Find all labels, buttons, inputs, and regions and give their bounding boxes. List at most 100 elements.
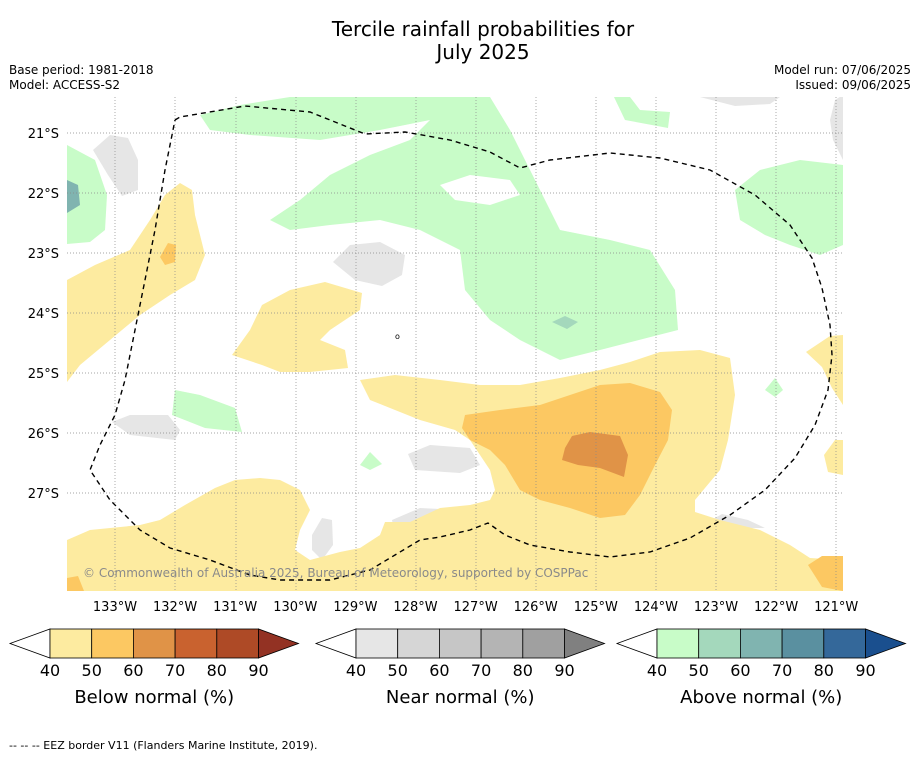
- lon-label: 132°W: [153, 600, 197, 615]
- lon-label: 124°W: [634, 600, 678, 615]
- near-normal-central: [333, 242, 405, 286]
- colorbar-segment: [355, 628, 399, 659]
- lon-label: 126°W: [514, 600, 558, 615]
- copyright-text: © Commonwealth of Australia 2025, Bureau…: [83, 566, 588, 580]
- gridlines: [67, 97, 843, 591]
- title-line-1: Tercile rainfall probabilities for: [331, 17, 635, 41]
- lon-label: 127°W: [454, 600, 498, 615]
- below-normal-50-sw: [67, 576, 84, 591]
- model-run: Model run: 07/06/2025: [773, 63, 911, 77]
- map-artifact: o: [395, 332, 400, 341]
- lon-label: 123°W: [694, 600, 738, 615]
- header-right: Model run: 07/06/2025 Issued: 09/06/2025: [774, 63, 911, 93]
- colorbar-under-triangle: [615, 628, 658, 659]
- lon-label: 129°W: [333, 600, 377, 615]
- colorbar-segment: [174, 628, 218, 659]
- base-period: Base period: 1981-2018: [9, 63, 154, 77]
- colorbar-segment: [480, 628, 524, 659]
- title-line-2: July 2025: [436, 40, 530, 64]
- dry-gap: [440, 175, 520, 205]
- colorbar-segment: [397, 628, 440, 659]
- colorbar-tick: 70: [471, 661, 491, 680]
- above-normal-region-west: [67, 145, 107, 244]
- above-normal-spot-east: [765, 378, 783, 397]
- colorbar-over-triangle: [258, 628, 300, 659]
- near-normal-nw: [93, 135, 138, 196]
- above-normal-region-sw: [172, 390, 242, 432]
- below-normal-west: [67, 183, 205, 382]
- colorbar-tick: 80: [814, 661, 834, 680]
- below-normal-east-small: [824, 440, 843, 475]
- colorbar-over-triangle: [865, 628, 907, 659]
- colorbar-tick: 50: [689, 661, 709, 680]
- above-normal-region-ne: [614, 97, 670, 128]
- colorbar-segment: [656, 628, 700, 659]
- colorbar-tick: 60: [123, 661, 143, 680]
- issued-date: Issued: 09/06/2025: [795, 78, 911, 92]
- map-title: Tercile rainfall probabilities for July …: [0, 18, 919, 64]
- colorbar-label: Below normal (%): [74, 687, 234, 708]
- above-normal-region-east: [735, 160, 843, 255]
- below-normal-west-50: [160, 243, 176, 265]
- above-normal-50-central: [552, 316, 578, 329]
- latitude-labels: 21°S 22°S 23°S 24°S 25°S 26°S 27°S: [28, 127, 59, 502]
- colorbar-segment: [740, 628, 783, 659]
- colorbar-segment: [216, 628, 259, 659]
- colorbar: 40 50 60 70 80 90 Near normal (%): [314, 628, 606, 708]
- lat-label: 22°S: [28, 187, 59, 202]
- colorbar-tick: 70: [165, 661, 185, 680]
- colorbar-tick: 50: [388, 661, 408, 680]
- colorbar-tick: 40: [346, 661, 366, 680]
- near-normal-top-right: [700, 97, 780, 106]
- longitude-labels: 133°W 132°W 131°W 130°W 129°W 128°W 127°W 126°W…: [93, 600, 859, 615]
- colorbar-segment: [781, 628, 825, 659]
- near-normal-sw: [112, 415, 180, 440]
- colorbar-tick: 80: [207, 661, 227, 680]
- lon-label: 130°W: [273, 600, 317, 615]
- below-normal-60-center: [562, 432, 628, 477]
- near-normal-south-left: [312, 518, 333, 560]
- colorbar-tick: 90: [554, 661, 574, 680]
- below-normal-central: [232, 282, 362, 372]
- near-normal-mid: [408, 445, 480, 473]
- lon-label: 131°W: [213, 600, 257, 615]
- colorbar-segment: [522, 628, 565, 659]
- lat-label: 21°S: [28, 127, 59, 142]
- colorbar-segment: [823, 628, 866, 659]
- colorbar-under-triangle: [8, 628, 51, 659]
- probability-field: o: [67, 97, 843, 591]
- eez-footnote: -- -- -- EEZ border V11 (Flanders Marine…: [9, 739, 318, 752]
- lon-label: 122°W: [754, 600, 798, 615]
- near-normal-east-edge: [830, 97, 843, 160]
- colorbar-tick: 90: [248, 661, 268, 680]
- colorbar-tick: 60: [429, 661, 449, 680]
- colorbar-tick: 40: [647, 661, 667, 680]
- colorbar-segment: [698, 628, 741, 659]
- colorbar-tick: 40: [40, 661, 60, 680]
- above-normal-spot: [360, 452, 382, 470]
- eez-border: [89, 105, 833, 581]
- colorbar-tick: 80: [513, 661, 533, 680]
- colorbar-tick: 70: [772, 661, 792, 680]
- colorbar: 40 50 60 70 80 90 Below normal (%): [8, 628, 300, 708]
- colorbar-segment: [132, 628, 176, 659]
- lat-label: 26°S: [28, 427, 59, 442]
- colorbar-segment: [91, 628, 134, 659]
- header-left: Base period: 1981-2018 Model: ACCESS-S2: [9, 63, 154, 93]
- lat-label: 25°S: [28, 367, 59, 382]
- colorbar-segment: [49, 628, 93, 659]
- below-normal-east: [806, 335, 843, 405]
- lat-label: 23°S: [28, 247, 59, 262]
- colorbar-label: Above normal (%): [680, 687, 842, 708]
- colorbar-over-triangle: [564, 628, 606, 659]
- lon-label: 125°W: [574, 600, 618, 615]
- lon-label: 133°W: [93, 600, 137, 615]
- above-normal-region-north: [200, 97, 678, 360]
- colorbar-tick: 50: [82, 661, 102, 680]
- lat-label: 24°S: [28, 307, 59, 322]
- below-normal-50-se: [808, 556, 843, 591]
- lon-label: 121°W: [814, 600, 858, 615]
- colorbar-segment: [438, 628, 482, 659]
- model-name: Model: ACCESS-S2: [9, 78, 121, 92]
